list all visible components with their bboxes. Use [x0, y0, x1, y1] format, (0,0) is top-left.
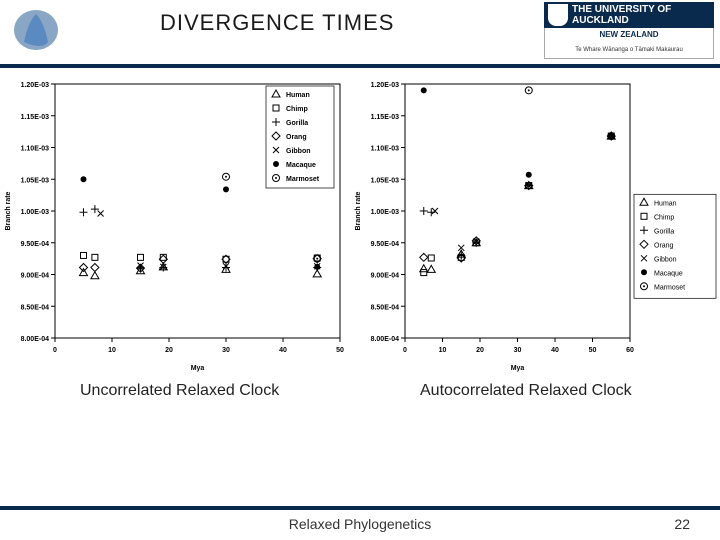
svg-text:60: 60	[626, 347, 634, 354]
uni-maori: Te Whare Wānanga o Tāmaki Makaurau	[544, 42, 714, 59]
svg-text:Gorilla: Gorilla	[654, 228, 674, 235]
svg-text:Macaque: Macaque	[286, 162, 316, 169]
svg-text:Macaque: Macaque	[654, 270, 683, 277]
svg-text:50: 50	[336, 347, 344, 354]
svg-text:40: 40	[279, 347, 287, 354]
charts-area: 1.20E-03 1.15E-03 1.10E-03 1.05E-03 1.00E-03…	[0, 76, 720, 376]
svg-text:1.05E-03: 1.05E-03	[371, 177, 400, 184]
svg-text:30: 30	[222, 347, 230, 354]
svg-text:9.00E-04: 9.00E-04	[21, 273, 50, 280]
svg-text:Chimp: Chimp	[286, 106, 308, 113]
svg-text:8.50E-04: 8.50E-04	[371, 304, 400, 311]
svg-text:10: 10	[439, 347, 447, 354]
caption-left: Uncorrelated Relaxed Clock	[80, 382, 279, 400]
mascot-logo	[6, 2, 66, 58]
footer: Relaxed Phylogenetics 22	[0, 506, 720, 540]
svg-text:8.50E-04: 8.50E-04	[21, 304, 50, 311]
svg-text:Branch rate: Branch rate	[355, 191, 362, 230]
svg-text:20: 20	[165, 347, 173, 354]
svg-text:9.50E-04: 9.50E-04	[371, 241, 400, 248]
svg-text:20: 20	[476, 347, 484, 354]
university-badge: THE UNIVERSITY OF AUCKLAND NEW ZEALAND T…	[544, 2, 714, 60]
uni-name: THE UNIVERSITY OF AUCKLAND	[572, 4, 714, 26]
footer-center: Relaxed Phylogenetics	[289, 516, 431, 532]
svg-text:Mya: Mya	[511, 365, 525, 372]
svg-text:Chimp: Chimp	[654, 214, 674, 221]
page-title: DIVERGENCE TIMES	[160, 10, 394, 36]
footer-page: 22	[674, 516, 690, 532]
svg-text:30: 30	[514, 347, 522, 354]
svg-text:Gorilla: Gorilla	[286, 120, 308, 127]
svg-text:9.50E-04: 9.50E-04	[21, 241, 50, 248]
svg-text:1.10E-03: 1.10E-03	[371, 146, 400, 153]
svg-text:0: 0	[53, 347, 57, 354]
header: DIVERGENCE TIMES THE UNIVERSITY OF AUCKL…	[0, 0, 720, 68]
chart-right: 1.20E-03 1.15E-03 1.10E-03 1.05E-03 1.00E-03…	[350, 76, 720, 376]
svg-text:Gibbon: Gibbon	[286, 148, 311, 155]
svg-text:Human: Human	[286, 92, 310, 99]
svg-text:Marmoset: Marmoset	[286, 176, 320, 183]
svg-text:1.00E-03: 1.00E-03	[371, 209, 400, 216]
svg-text:Orang: Orang	[286, 134, 307, 141]
svg-text:Branch rate: Branch rate	[5, 191, 12, 230]
svg-text:Gibbon: Gibbon	[654, 256, 677, 263]
svg-text:9.00E-04: 9.00E-04	[371, 273, 400, 280]
svg-text:Marmoset: Marmoset	[654, 284, 685, 291]
svg-text:50: 50	[589, 347, 597, 354]
svg-text:1.15E-03: 1.15E-03	[21, 114, 50, 121]
svg-text:1.20E-03: 1.20E-03	[371, 82, 400, 89]
svg-text:1.10E-03: 1.10E-03	[21, 146, 50, 153]
svg-text:0: 0	[403, 347, 407, 354]
uni-country: NEW ZEALAND	[544, 28, 714, 42]
caption-right: Autocorrelated Relaxed Clock	[420, 382, 632, 400]
svg-text:10: 10	[108, 347, 116, 354]
svg-text:1.00E-03: 1.00E-03	[21, 209, 50, 216]
chart-left: 1.20E-03 1.15E-03 1.10E-03 1.05E-03 1.00E-03…	[0, 76, 350, 376]
svg-text:8.00E-04: 8.00E-04	[371, 336, 400, 343]
svg-text:Orang: Orang	[654, 242, 674, 249]
svg-text:8.00E-04: 8.00E-04	[21, 336, 50, 343]
svg-text:1.05E-03: 1.05E-03	[21, 177, 50, 184]
svg-text:1.15E-03: 1.15E-03	[371, 114, 400, 121]
svg-text:1.20E-03: 1.20E-03	[21, 82, 50, 89]
svg-text:Mya: Mya	[191, 365, 205, 372]
svg-text:Human: Human	[654, 200, 677, 207]
svg-text:40: 40	[551, 347, 559, 354]
